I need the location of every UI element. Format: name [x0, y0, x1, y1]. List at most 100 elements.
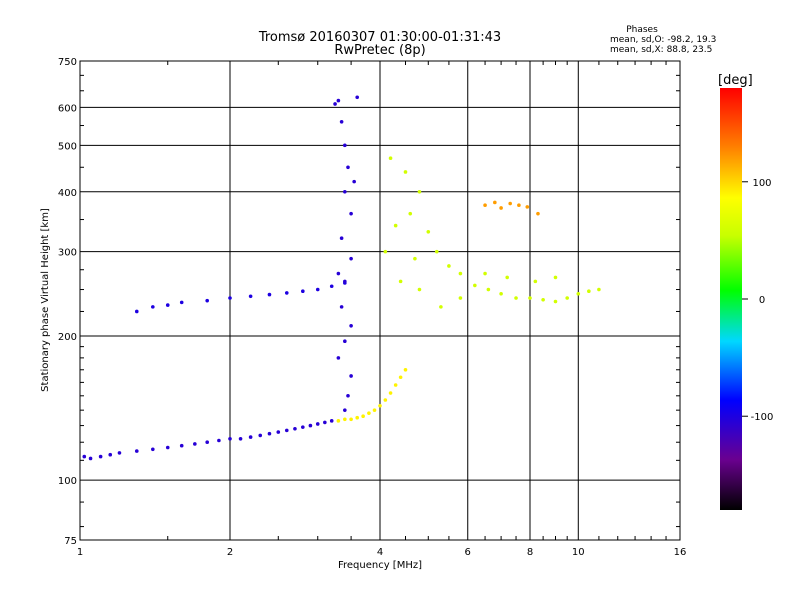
data-point: [587, 289, 591, 294]
data-point: [117, 451, 122, 455]
data-point: [398, 279, 403, 284]
data-point: [378, 403, 382, 408]
x-tick-label: 10: [572, 547, 585, 558]
data-point: [336, 419, 341, 423]
data-point: [553, 299, 558, 304]
colorbar-ticks: 100 0 -100: [742, 178, 773, 423]
data-point: [205, 440, 209, 445]
y-tick-label: 75: [64, 536, 77, 547]
y-tick-label: 400: [58, 188, 77, 199]
x-tick-label: 1: [77, 547, 83, 558]
y-tick-label: 750: [58, 57, 77, 68]
data-point: [349, 211, 353, 216]
data-point: [301, 425, 305, 429]
data-point: [349, 324, 353, 328]
data-point: [388, 391, 393, 395]
data-point: [458, 296, 463, 300]
data-point: [308, 423, 313, 428]
data-point: [349, 417, 353, 422]
data-point: [228, 296, 232, 300]
data-point: [536, 211, 540, 216]
data-point: [408, 211, 413, 216]
chart-title: Tromsø 20160307 01:30:00-01:31:43: [258, 30, 501, 45]
data-point: [179, 300, 184, 305]
data-point: [336, 98, 341, 103]
data-point: [248, 294, 253, 299]
data-point: [301, 289, 305, 294]
data-point: [367, 411, 371, 415]
data-point: [134, 309, 139, 314]
data-point: [403, 170, 408, 174]
data-point: [417, 189, 422, 194]
x-tick-label: 6: [465, 547, 471, 558]
data-point: [458, 271, 463, 276]
data-point: [393, 223, 398, 228]
y-axis-label: Stationary phase Virtual Height [km]: [40, 208, 51, 392]
data-points: [82, 95, 601, 461]
data-point: [383, 398, 388, 402]
colorbar-tick-label: -100: [751, 412, 774, 423]
data-point: [398, 375, 403, 380]
y-tick-label: 200: [58, 332, 77, 343]
data-point: [82, 454, 87, 459]
data-point: [343, 189, 347, 194]
stats-line-x: mean, sd,X: 88.8, 23.5: [610, 45, 712, 55]
data-point: [355, 415, 359, 420]
data-point: [434, 249, 439, 254]
data-point: [426, 229, 431, 234]
data-point: [514, 296, 518, 300]
colorbar-tick-label: 0: [759, 295, 765, 306]
data-point: [315, 422, 320, 426]
data-point: [483, 271, 487, 276]
plot-frame: [79, 60, 681, 541]
colorbar-tick-label: 100: [752, 178, 771, 189]
data-point: [346, 165, 350, 170]
data-point: [483, 203, 487, 207]
data-point: [108, 452, 113, 457]
data-point: [329, 284, 334, 289]
data-point: [576, 291, 581, 296]
data-point: [565, 296, 569, 300]
data-point: [339, 119, 344, 124]
data-point: [597, 287, 601, 292]
x-tick-label: 4: [377, 547, 383, 558]
data-point: [151, 447, 155, 452]
data-point: [541, 297, 545, 302]
stats-line-o: mean, sd,O: -98.2, 19.3: [610, 35, 716, 45]
data-point: [276, 430, 281, 434]
plot-grid: [80, 61, 680, 540]
data-point: [339, 236, 344, 240]
stats-title: Phases: [626, 25, 658, 35]
data-point: [439, 305, 443, 309]
data-point: [349, 256, 353, 261]
data-point: [88, 456, 93, 461]
data-point: [361, 414, 365, 418]
data-point: [315, 287, 320, 292]
data-point: [349, 374, 353, 378]
x-tick-label: 2: [227, 547, 233, 558]
data-point: [505, 275, 509, 280]
data-point: [238, 436, 243, 441]
data-point: [499, 206, 503, 210]
colorbar: [720, 88, 742, 510]
data-point: [525, 205, 530, 209]
data-point: [267, 431, 272, 436]
data-point: [333, 102, 337, 106]
data-point: [343, 143, 347, 148]
data-point: [417, 287, 422, 292]
data-point: [284, 291, 289, 295]
data-point: [343, 408, 347, 412]
data-point: [553, 275, 558, 280]
data-point: [413, 256, 417, 261]
x-tick-label: 16: [674, 547, 687, 558]
data-point: [205, 298, 209, 303]
chart-subtitle: RwPretec (8p): [334, 43, 425, 58]
data-point: [336, 271, 341, 276]
data-point: [343, 339, 347, 344]
colorbar-label: [deg]: [718, 73, 753, 88]
data-point: [447, 264, 451, 268]
data-point: [343, 417, 347, 422]
data-point: [267, 292, 272, 297]
x-axis-ticks: 1 2 4 6 8 10 16: [77, 61, 687, 558]
data-point: [165, 303, 170, 307]
